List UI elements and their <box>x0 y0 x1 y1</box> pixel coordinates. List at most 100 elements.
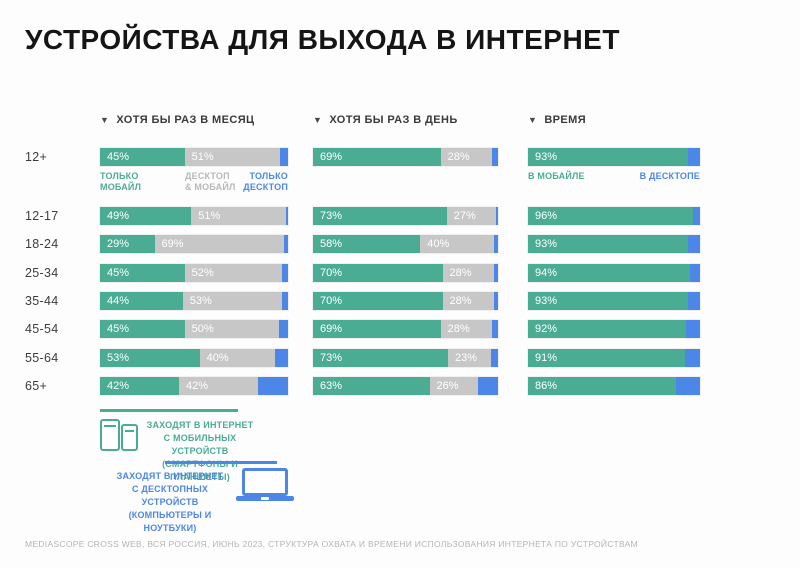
segment-value-label: 69% <box>161 238 184 250</box>
segment-value-label: 69% <box>320 151 343 163</box>
row-label-age: 25-34 <box>25 266 59 280</box>
segment-value-label: 52% <box>191 267 214 279</box>
bar-segment-gray: 27% <box>446 207 497 225</box>
bar-segment-gray: 69% <box>154 235 285 253</box>
bar-segment-green: 45% <box>100 264 185 282</box>
segment-value-label: 40% <box>206 352 229 364</box>
segment-value-label: 70% <box>320 295 343 307</box>
stacked-bar: 91% <box>528 349 700 367</box>
triangle-down-icon: ▼ <box>528 115 538 125</box>
column-header-month: ▼ ХОТЯ БЫ РАЗ В МЕСЯЦ <box>100 114 254 126</box>
stacked-bar: 73% 23% <box>313 349 498 367</box>
bar-segment-gray: 28% <box>442 264 495 282</box>
column-header-label: ХОТЯ БЫ РАЗ В ДЕНЬ <box>329 114 458 126</box>
bar-segment-green: 93% <box>528 148 688 166</box>
bar-segment-blue <box>684 349 700 367</box>
segment-value-label: 42% <box>107 380 130 392</box>
laptop-icon <box>242 468 288 496</box>
bar-segment-gray: 50% <box>184 320 279 338</box>
segment-value-label: 50% <box>191 323 214 335</box>
bar-segment-gray: 26% <box>429 377 478 395</box>
segment-value-label: 45% <box>107 323 130 335</box>
bar-segment-gray: 51% <box>191 207 287 225</box>
triangle-down-icon: ▼ <box>100 115 110 125</box>
stacked-bar: 29% 69% <box>100 235 288 253</box>
column-header-label: ВРЕМЯ <box>544 114 586 126</box>
segment-annotation-in-mobile: В МОБАЙЛЕ <box>528 171 585 181</box>
segment-value-label: 45% <box>107 267 130 279</box>
column-header-day: ▼ ХОТЯ БЫ РАЗ В ДЕНЬ <box>313 114 458 126</box>
bar-segment-gray: 40% <box>199 349 275 367</box>
bar-segment-blue <box>496 207 498 225</box>
bar-segment-green: 70% <box>313 292 443 310</box>
stacked-bar: 44% 53% <box>100 292 288 310</box>
bar-segment-blue <box>490 349 498 367</box>
legend-desktop-text: ЗАХОДЯТ В ИНТЕРНЕТ С ДЕСКТОПНЫХ УСТРОЙСТ… <box>116 471 224 533</box>
bar-segment-gray: 28% <box>442 292 495 310</box>
bar-segment-blue <box>492 148 498 166</box>
bar-segment-blue <box>278 320 288 338</box>
bar-segment-gray: 53% <box>182 292 283 310</box>
segment-value-label: 51% <box>191 151 214 163</box>
bar-segment-green: 96% <box>528 207 694 225</box>
bar-segment-blue <box>282 264 288 282</box>
row-label-age: 12+ <box>25 150 48 164</box>
bar-segment-blue <box>492 320 498 338</box>
segment-value-label: 51% <box>198 210 221 222</box>
row-label-age: 65+ <box>25 379 48 393</box>
segment-value-label: 53% <box>107 352 130 364</box>
bar-segment-blue <box>689 264 700 282</box>
bar-segment-blue <box>687 148 700 166</box>
row-label-age: 45-54 <box>25 322 59 336</box>
column-header-label: ХОТЯ БЫ РАЗ В МЕСЯЦ <box>116 114 255 126</box>
bar-segment-blue <box>693 207 700 225</box>
stacked-bar: 94% <box>528 264 700 282</box>
tablet-icon <box>100 419 120 451</box>
bar-segment-green: 92% <box>528 320 687 338</box>
stacked-bar: 93% <box>528 235 700 253</box>
segment-value-label: 92% <box>535 323 558 335</box>
bar-segment-green: 73% <box>313 349 449 367</box>
bar-segment-green: 49% <box>100 207 192 225</box>
column-header-time: ▼ ВРЕМЯ <box>528 114 586 126</box>
segment-value-label: 73% <box>320 352 343 364</box>
legend-mobile-text: ЗАХОДЯТ В ИНТЕРНЕТ С МОБИЛЬНЫХ УСТРОЙСТВ… <box>146 420 254 482</box>
segment-value-label: 69% <box>320 323 343 335</box>
stacked-bar: 70% 28% <box>313 292 498 310</box>
segment-value-label: 40% <box>427 238 450 250</box>
bar-segment-green: 73% <box>313 207 447 225</box>
bar-segment-blue <box>477 377 498 395</box>
bar-segment-green: 70% <box>313 264 443 282</box>
page-title: УСТРОЙСТВА ДЛЯ ВЫХОДА В ИНТЕРНЕТ <box>25 24 620 55</box>
stacked-bar: 63% 26% <box>313 377 498 395</box>
bar-segment-gray: 23% <box>448 349 491 367</box>
segment-value-label: 45% <box>107 151 130 163</box>
bar-segment-green: 69% <box>313 148 441 166</box>
segment-value-label: 29% <box>107 238 130 250</box>
legend-mobile-line <box>100 409 238 412</box>
bar-segment-blue <box>282 292 288 310</box>
bar-segment-green: 45% <box>100 320 185 338</box>
stacked-bar: 45% 50% <box>100 320 288 338</box>
row-label-age: 35-44 <box>25 294 59 308</box>
segment-annotation-desktop-only: ТОЛЬКО ДЕСКТОП <box>243 171 288 192</box>
segment-value-label: 28% <box>449 295 472 307</box>
bar-segment-gray: 40% <box>420 235 495 253</box>
stacked-bar: 96% <box>528 207 700 225</box>
source-footnote: MEDIASCOPE CROSS WEB, ВСЯ РОССИЯ, ИЮНЬ 2… <box>25 539 638 549</box>
segment-value-label: 53% <box>189 295 212 307</box>
bar-segment-green: 91% <box>528 349 685 367</box>
segment-annotation-in-desktop: В ДЕСКТОПЕ <box>639 171 700 181</box>
segment-value-label: 91% <box>535 352 558 364</box>
segment-annotation-mobile-only: ТОЛЬКО МОБАЙЛ <box>100 171 142 192</box>
bar-segment-blue <box>257 377 288 395</box>
bar-segment-green: 42% <box>100 377 179 395</box>
stacked-bar: 73% 27% <box>313 207 498 225</box>
bar-segment-blue <box>286 207 288 225</box>
stacked-bar: 86% <box>528 377 700 395</box>
bar-segment-blue <box>494 235 498 253</box>
segment-value-label: 70% <box>320 267 343 279</box>
bar-segment-green: 94% <box>528 264 690 282</box>
